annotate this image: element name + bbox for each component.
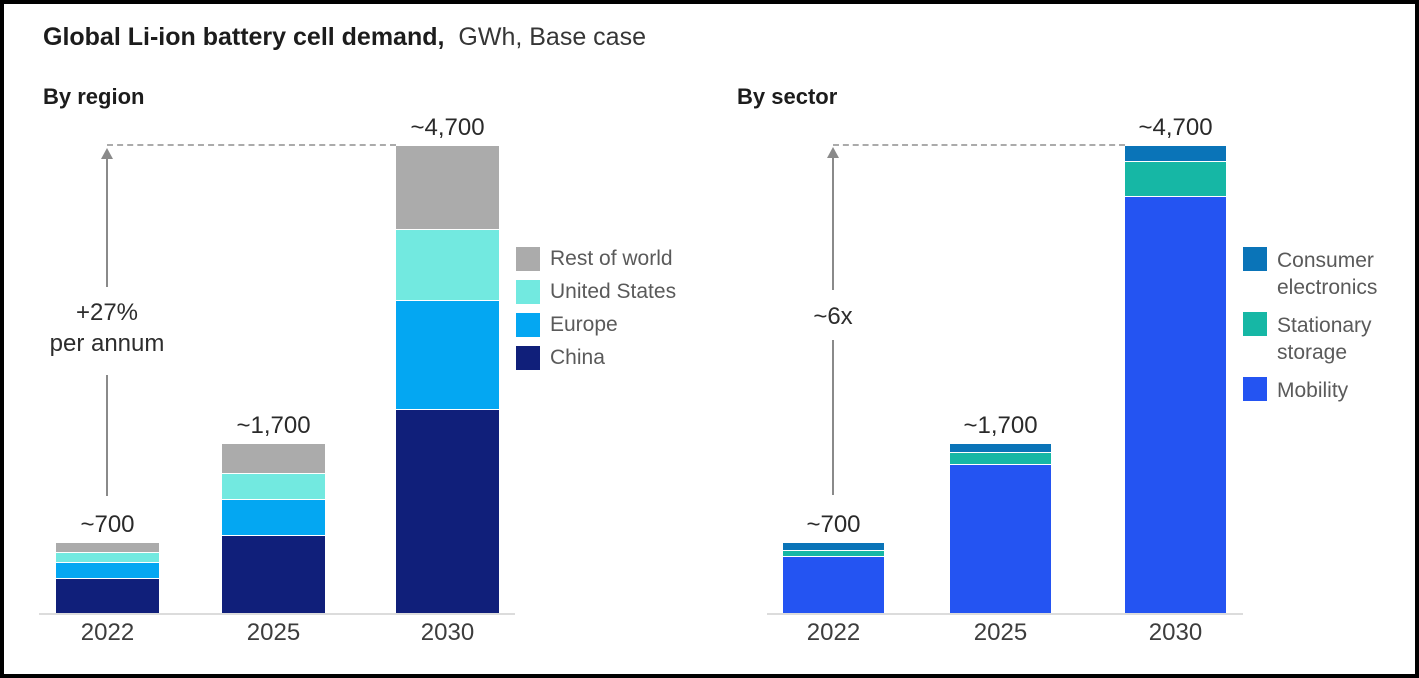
segment-stationary-storage-2030 <box>1125 160 1226 196</box>
panel-title-by-region: By region <box>43 84 145 109</box>
legend-label-line: Consumer <box>1277 249 1374 272</box>
growth-arrow-line <box>106 375 108 496</box>
growth-arrow-line <box>106 158 108 287</box>
segment-united-states-2030 <box>396 229 499 300</box>
legend-item-rest-of-world: Rest of world <box>516 247 676 271</box>
bar-2022 <box>56 543 159 613</box>
figure-title-unit: GWh, Base case <box>458 23 646 51</box>
segment-mobility-2022 <box>783 556 884 613</box>
segment-mobility-2030 <box>1125 195 1226 613</box>
legend-label-line: China <box>550 346 605 369</box>
growth-arrow-line <box>832 157 834 290</box>
bar-2025 <box>950 444 1051 613</box>
total-label-2025: ~1,700 <box>236 412 311 440</box>
year-label-2030: 2030 <box>1148 619 1203 646</box>
legend-swatch-rest-of-world <box>516 247 540 271</box>
segment-china-2030 <box>396 409 499 613</box>
annotation-by-region: +27% per annum <box>50 297 165 359</box>
legend-label-line: electronics <box>1277 276 1378 299</box>
growth-arrow-head <box>101 148 113 159</box>
segment-rest-of-world-2030 <box>396 146 499 230</box>
legend-label-line: Stationary <box>1277 314 1372 337</box>
legend-label: Consumer electronics <box>1277 247 1377 301</box>
segment-consumer-electronics-2022 <box>783 543 884 551</box>
legend-swatch-united-states <box>516 280 540 304</box>
panel-title-by-sector: By sector <box>737 84 838 109</box>
total-label-2022: ~700 <box>80 511 135 539</box>
legend-label-line: storage <box>1277 341 1348 364</box>
legend-label: Rest of world <box>550 247 673 271</box>
segment-europe-2022 <box>56 562 159 579</box>
annotation-line: +27% <box>75 299 139 326</box>
segment-united-states-2022 <box>56 552 159 563</box>
legend-by-region: Rest of world United States Europe China <box>516 247 676 379</box>
legend-label: United States <box>550 280 676 304</box>
total-label-2030: ~4,700 <box>410 114 485 141</box>
legend-item-china: China <box>516 346 676 370</box>
annotation-line: ~6x <box>813 303 853 330</box>
total-label-2022: ~700 <box>806 511 861 539</box>
segment-stationary-storage-2022 <box>783 550 884 557</box>
segment-rest-of-world-2025 <box>222 444 325 473</box>
bar-2030 <box>396 146 499 613</box>
total-label-2030: ~4,700 <box>1138 114 1213 141</box>
legend-label-line: Europe <box>550 313 618 336</box>
legend-swatch-stationary-storage <box>1243 312 1267 336</box>
legend-label-line: Rest of world <box>550 247 673 270</box>
axis-baseline <box>767 613 1243 615</box>
growth-arrow-line <box>832 340 834 495</box>
year-label-2022: 2022 <box>806 619 861 646</box>
legend-label-line: United States <box>550 280 677 303</box>
legend-by-sector: Consumer electronics Stationary storage Mobi… <box>1243 247 1377 415</box>
annotation-by-sector: ~6x <box>813 301 852 332</box>
year-label-2022: 2022 <box>80 619 135 646</box>
segment-mobility-2025 <box>950 463 1051 613</box>
year-label-2025: 2025 <box>246 619 301 646</box>
year-label-2025: 2025 <box>973 619 1028 646</box>
legend-swatch-europe <box>516 313 540 337</box>
legend-label: Europe <box>550 313 618 337</box>
figure-title-main: Global Li-ion battery cell demand, <box>43 23 445 51</box>
year-label-2030: 2030 <box>420 619 475 646</box>
segment-europe-2025 <box>222 498 325 536</box>
growth-arrow-head <box>827 147 839 158</box>
dashed-guide-line <box>833 144 1125 146</box>
segment-stationary-storage-2025 <box>950 452 1051 464</box>
legend-item-stationary-storage: Stationary storage <box>1243 312 1377 366</box>
legend-swatch-mobility <box>1243 377 1267 401</box>
legend-swatch-consumer-electronics <box>1243 247 1267 271</box>
legend-label-line: Mobility <box>1277 379 1349 402</box>
bar-2022 <box>783 543 884 613</box>
segment-rest-of-world-2022 <box>56 543 159 553</box>
axis-baseline <box>39 613 515 615</box>
segment-china-2025 <box>222 535 325 613</box>
dashed-guide-line <box>107 144 396 146</box>
legend-item-united-states: United States <box>516 280 676 304</box>
segment-united-states-2025 <box>222 472 325 499</box>
legend-item-europe: Europe <box>516 313 676 337</box>
segment-consumer-electronics-2025 <box>950 444 1051 453</box>
legend-item-consumer-electronics: Consumer electronics <box>1243 247 1377 301</box>
legend-swatch-china <box>516 346 540 370</box>
bar-2030 <box>1125 146 1226 613</box>
legend-label: China <box>550 346 605 370</box>
segment-china-2022 <box>56 578 159 613</box>
bar-2025 <box>222 444 325 613</box>
figure-title: Global Li-ion battery cell demand, GWh, … <box>43 20 646 54</box>
annotation-line: per annum <box>49 330 165 357</box>
legend-item-mobility: Mobility <box>1243 377 1377 404</box>
segment-consumer-electronics-2030 <box>1125 146 1226 161</box>
legend-label: Mobility <box>1277 377 1348 404</box>
legend-label: Stationary storage <box>1277 312 1372 366</box>
segment-europe-2030 <box>396 299 499 410</box>
total-label-2025: ~1,700 <box>963 412 1038 440</box>
